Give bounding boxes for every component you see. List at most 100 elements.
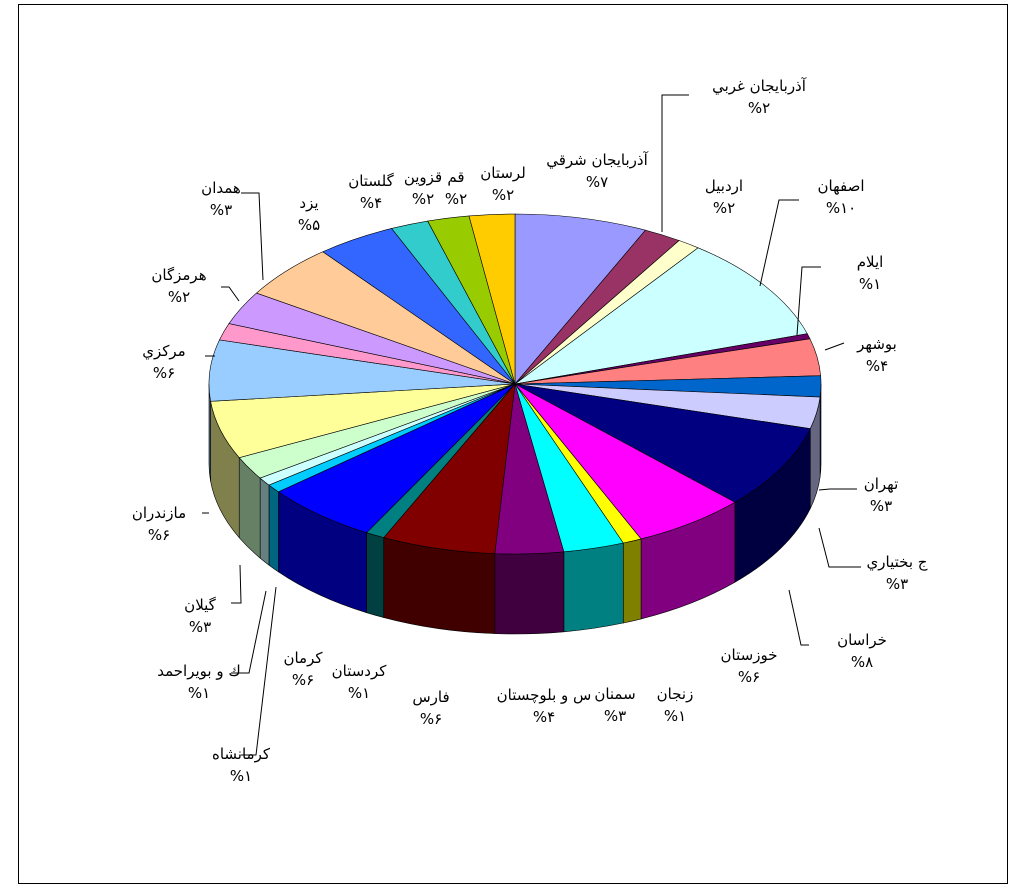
slice-label-12: سمنان %۳ — [594, 685, 635, 725]
leader-lines — [202, 94, 861, 756]
leader-line-18 — [231, 590, 267, 674]
slice-label-22: هرمزگان %۲ — [151, 266, 206, 306]
slice-percent-7: %۳ — [870, 497, 892, 515]
side-slice-18 — [259, 477, 270, 566]
slice-name-18: ك و بويراحمد — [157, 662, 241, 680]
leader-line-8 — [818, 527, 861, 568]
slice-name-12: سمنان — [594, 685, 635, 703]
leader-line-23 — [241, 192, 264, 281]
slice-percent-9: %۸ — [851, 653, 873, 671]
slice-label-0: آذربايجان شرقي %۷ — [546, 151, 648, 191]
slice-percent-22: %۲ — [168, 288, 190, 306]
slice-label-7: تهران %۳ — [864, 475, 899, 515]
slice-percent-14: %۶ — [420, 710, 442, 728]
slice-name-20: مازندران — [132, 504, 186, 522]
slice-9 — [514, 383, 811, 503]
slice-percent-8: %۳ — [886, 575, 908, 593]
side-slice-13 — [494, 551, 565, 635]
slice-label-27: قم %۲ — [445, 168, 467, 208]
slice-percent-21: %۶ — [153, 364, 175, 382]
slice-label-3: اصفهان %۱۰ — [818, 177, 865, 217]
side-slice-11 — [622, 538, 642, 624]
slice-label-14: فارس %۶ — [412, 688, 449, 728]
pie-top-faces — [208, 213, 822, 555]
slice-percent-1: %۲ — [748, 99, 770, 117]
slice-label-17: كرمانشاه %۱ — [212, 745, 271, 785]
slice-28 — [468, 213, 516, 385]
slice-label-10: خوزستان %۶ — [721, 646, 778, 686]
slice-name-13: س و بلوچستان — [497, 686, 592, 704]
slice-label-8: ج بختياري %۳ — [867, 553, 928, 593]
slice-percent-3: %۱۰ — [826, 199, 856, 217]
slice-percent-20: %۶ — [148, 526, 170, 544]
slice-percent-16: %۶ — [292, 671, 314, 689]
leader-line-7 — [818, 488, 857, 491]
slice-label-23: همدان %۳ — [201, 179, 241, 219]
side-slice-17 — [268, 484, 279, 573]
pie-chart: آذربايجان شرقي %۷ آذربايجان غربي %۲ اردبيل %۲… — [132, 77, 928, 785]
slice-label-20: مازندران %۶ — [132, 504, 186, 544]
slice-label-9: خراسان %۸ — [837, 631, 887, 671]
slice-name-27: قم — [447, 168, 464, 186]
leader-line-1 — [661, 94, 689, 232]
slice-percent-0: %۷ — [586, 173, 608, 191]
slice-name-22: هرمزگان — [151, 266, 206, 284]
pie-sides — [208, 383, 822, 635]
leader-line-22 — [221, 286, 240, 302]
slice-percent-2: %۲ — [713, 199, 735, 217]
slice-label-19: گيلان %۳ — [184, 596, 216, 636]
slice-name-11: زنجان — [657, 685, 694, 703]
slice-label-11: زنجان %۱ — [657, 685, 694, 725]
slice-3 — [514, 247, 808, 385]
slice-name-14: فارس — [412, 688, 449, 706]
leader-line-3 — [759, 199, 799, 287]
slice-percent-28: %۲ — [492, 186, 514, 204]
slice-name-8: ج بختياري — [867, 553, 928, 572]
side-slice-15 — [366, 532, 385, 618]
slice-name-19: گيلان — [184, 596, 216, 614]
slice-percent-15: %۱ — [348, 684, 370, 702]
slice-label-16: كرمان %۶ — [283, 649, 323, 689]
slice-name-16: كرمان — [283, 649, 323, 667]
slice-name-9: خراسان — [837, 631, 887, 649]
slice-name-3: اصفهان — [818, 177, 865, 195]
slice-percent-24: %۵ — [298, 216, 320, 234]
slice-name-4: ايلام — [857, 253, 884, 271]
leader-line-4 — [796, 266, 821, 336]
slice-label-2: اردبيل %۲ — [705, 177, 743, 217]
slice-label-1: آذربايجان غربي %۲ — [712, 77, 807, 117]
slice-name-10: خوزستان — [721, 646, 778, 664]
slice-label-5: بوشهر %۴ — [856, 335, 897, 375]
slice-name-21: مركزي — [142, 342, 185, 361]
slice-percent-19: %۳ — [189, 618, 211, 636]
slice-percent-11: %۱ — [664, 707, 686, 725]
slice-name-28: لرستان — [480, 164, 526, 182]
slice-name-25: گلستان — [348, 172, 394, 190]
slice-label-25: گلستان %۴ — [348, 172, 394, 212]
slice-name-17: كرمانشاه — [212, 745, 271, 763]
slice-label-21: مركزي %۶ — [142, 342, 185, 382]
slice-percent-4: %۱ — [859, 275, 881, 293]
leader-line-5 — [824, 342, 845, 351]
slice-percent-23: %۳ — [210, 201, 232, 219]
leader-line-19 — [231, 564, 242, 604]
slice-name-7: تهران — [864, 475, 899, 493]
slice-percent-18: %۱ — [188, 684, 210, 702]
slice-name-1: آذربايجان غربي — [712, 77, 807, 96]
slice-percent-25: %۴ — [360, 194, 382, 212]
leader-line-9 — [788, 589, 809, 646]
slice-label-13: س و بلوچستان %۴ — [497, 686, 592, 726]
slice-percent-10: %۶ — [738, 668, 760, 686]
slice-labels: آذربايجان شرقي %۷ آذربايجان غربي %۲ اردبيل %۲… — [132, 77, 928, 785]
slice-label-28: لرستان %۲ — [480, 164, 526, 204]
slice-name-24: يزد — [299, 194, 318, 212]
slice-percent-13: %۴ — [533, 708, 555, 726]
slice-percent-27: %۲ — [445, 190, 467, 208]
slice-percent-12: %۳ — [604, 707, 626, 725]
slice-percent-5: %۴ — [866, 357, 888, 375]
slice-percent-17: %۱ — [230, 767, 252, 785]
slice-name-0: آذربايجان شرقي — [546, 151, 648, 170]
slice-name-2: اردبيل — [705, 177, 743, 195]
slice-name-15: كردستان — [332, 662, 388, 680]
slice-label-26: قزوين %۲ — [404, 168, 442, 208]
